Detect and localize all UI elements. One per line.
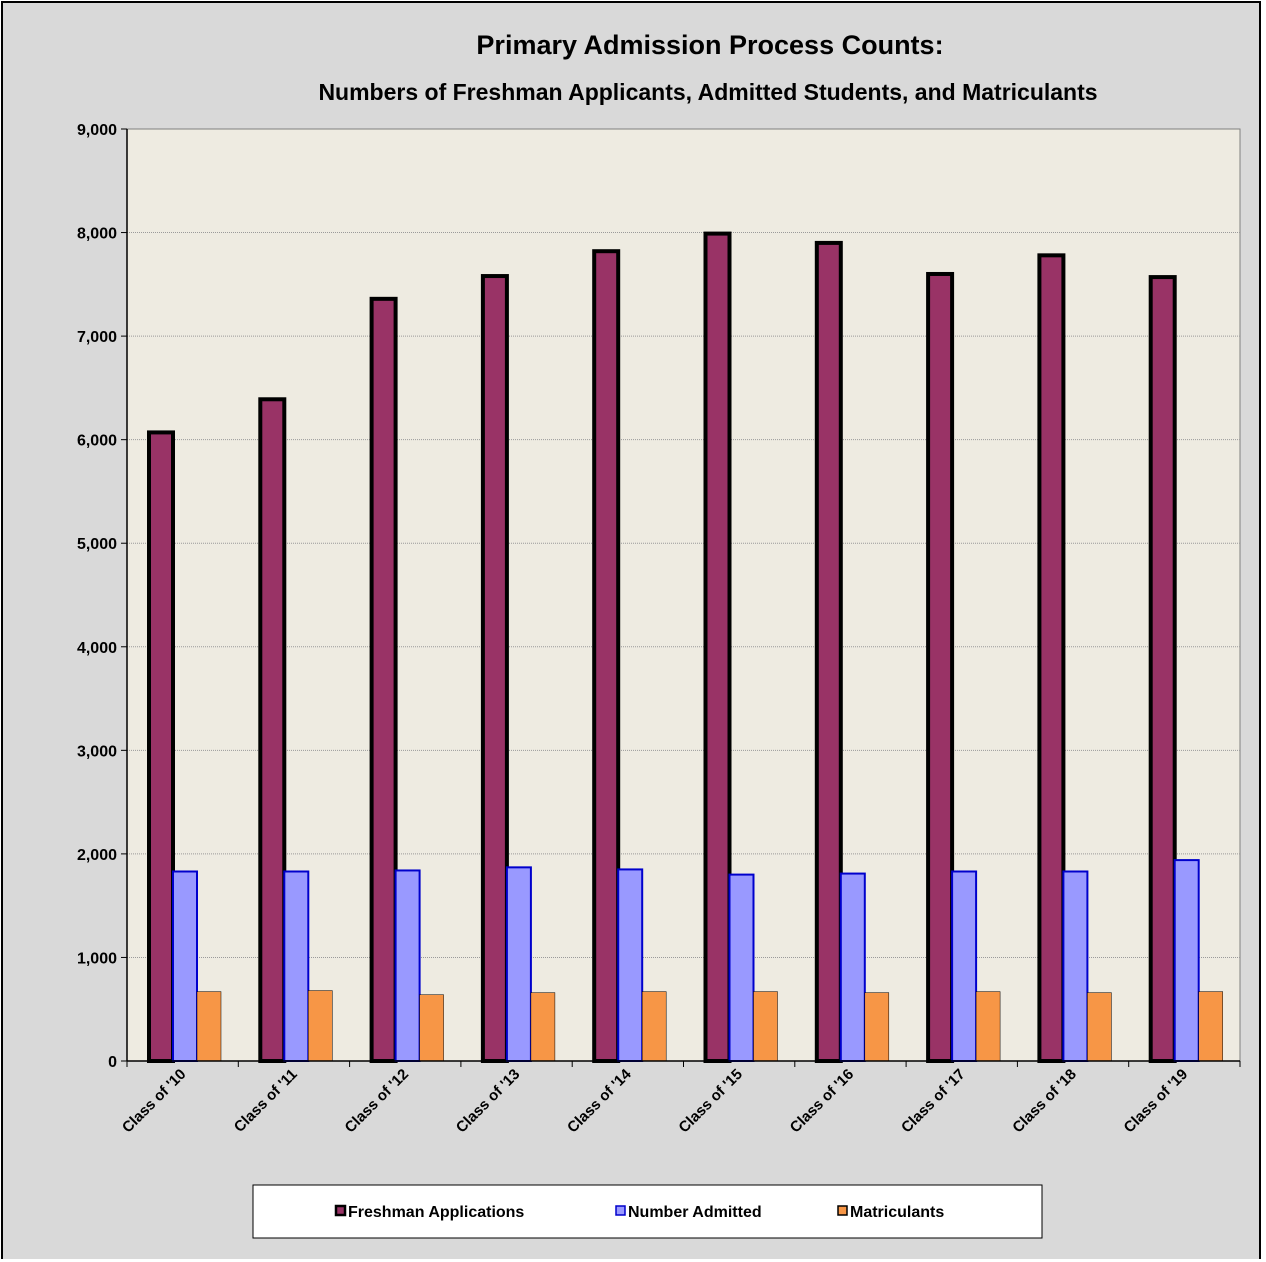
- bar-matriculants: [530, 992, 556, 1062]
- axes: [121, 128, 1241, 1067]
- bar-freshman-applications: [369, 296, 398, 1063]
- bar-freshman-applications: [1148, 275, 1177, 1063]
- y-tick-label: 9,000: [77, 122, 117, 139]
- bar-matriculants: [975, 991, 1001, 1062]
- bar-number-admitted: [172, 870, 198, 1063]
- x-tick-label: Class of '12: [342, 1066, 413, 1137]
- y-tick-label: 3,000: [77, 743, 117, 760]
- bar-number-admitted: [1062, 870, 1089, 1063]
- x-tick-label: Class of '14: [564, 1065, 635, 1136]
- chart-svg: Primary Admission Process Counts: Number…: [77, 30, 1241, 1239]
- chart-title: Primary Admission Process Counts:: [476, 30, 943, 60]
- x-tick-label: Class of '19: [1121, 1066, 1192, 1137]
- chart-subtitle: Numbers of Freshman Applicants, Admitted…: [318, 79, 1097, 105]
- bar-matriculants: [1198, 991, 1223, 1062]
- x-tick-label: Class of '11: [231, 1066, 301, 1136]
- bar-freshman-applications: [703, 231, 732, 1063]
- bar-freshman-applications: [1037, 253, 1066, 1064]
- bar-freshman-applications: [480, 274, 509, 1063]
- y-tick-label: 5,000: [77, 536, 117, 553]
- bar-number-admitted: [394, 869, 421, 1062]
- bar-matriculants: [196, 991, 222, 1062]
- legend-swatch: [615, 1205, 626, 1216]
- y-tick-labels: 0 1,000 2,000 3,000 4,000 5,000 6,000 7,000 8,00…: [77, 122, 117, 1071]
- legend-swatch: [334, 1204, 347, 1217]
- x-tick-label: Class of '10: [119, 1066, 190, 1137]
- bar-number-admitted: [505, 866, 532, 1063]
- y-tick-label: 4,000: [77, 640, 117, 657]
- bar-matriculants: [308, 990, 333, 1062]
- x-tick-label: Class of '15: [675, 1066, 746, 1137]
- legend-label: Number Admitted: [628, 1204, 762, 1221]
- x-tick-label: Class of '16: [787, 1066, 858, 1137]
- y-tick-label: 2,000: [77, 847, 117, 864]
- y-tick-label: 6,000: [77, 433, 117, 450]
- legend-label: Matriculants: [850, 1204, 944, 1221]
- y-tick-label: 1,000: [77, 950, 117, 967]
- bar-number-admitted: [839, 872, 866, 1063]
- bar-freshman-applications: [258, 397, 287, 1063]
- legend-swatch: [837, 1205, 848, 1216]
- bar-number-admitted: [283, 870, 310, 1063]
- x-tick-label: Class of '13: [453, 1066, 524, 1137]
- bar-matriculants: [864, 992, 890, 1062]
- bar-number-admitted: [728, 873, 755, 1062]
- bar-freshman-applications: [592, 249, 621, 1063]
- y-tick-label: 8,000: [77, 226, 117, 243]
- x-tick-labels: Class of '10 Class of '11 Class of '12 Clas…: [119, 1065, 1191, 1136]
- y-tick-label: 7,000: [77, 329, 117, 346]
- legend: Freshman Applications Number Admitted Matr…: [252, 1184, 1043, 1239]
- bar-matriculants: [419, 994, 444, 1062]
- bar-freshman-applications: [814, 240, 843, 1063]
- legend-label: Freshman Applications: [348, 1204, 524, 1221]
- bar-matriculants: [641, 991, 667, 1062]
- bar-matriculants: [1087, 992, 1112, 1062]
- legend-box: [252, 1184, 1043, 1239]
- bar-number-admitted: [617, 868, 644, 1063]
- bar-number-admitted: [1173, 859, 1200, 1063]
- x-tick-label: Class of '18: [1009, 1066, 1080, 1137]
- bar-number-admitted: [951, 870, 978, 1063]
- bar-freshman-applications: [926, 271, 955, 1063]
- bar-matriculants: [753, 991, 778, 1062]
- bar-freshman-applications: [147, 430, 175, 1063]
- y-tick-label: 0: [108, 1054, 117, 1071]
- grid-lines: [127, 232, 1240, 958]
- x-tick-label: Class of '17: [898, 1066, 969, 1137]
